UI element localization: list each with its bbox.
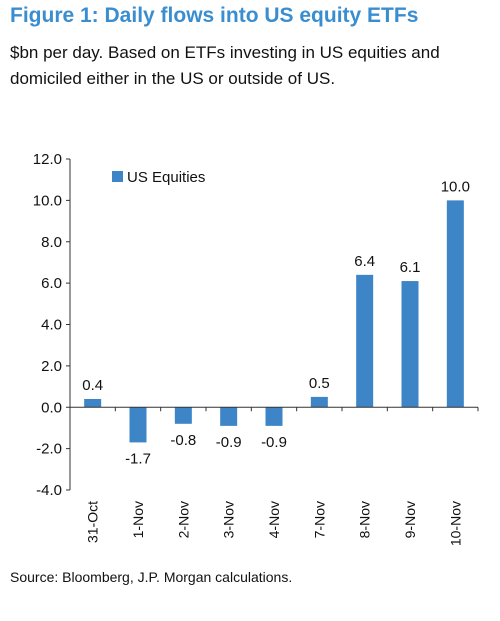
x-tick-label: 1-Nov <box>130 501 146 538</box>
y-tick-label: 2.0 <box>41 358 62 375</box>
bar <box>174 407 192 424</box>
data-label: -0.9 <box>216 434 242 451</box>
x-tick-label: 2-Nov <box>175 501 191 538</box>
y-tick-label: 8.0 <box>41 234 62 251</box>
legend: US Equities <box>112 169 205 186</box>
bars <box>84 200 464 443</box>
bar <box>265 407 283 426</box>
bar-chart: 12.0 10.0 8.0 6.0 4.0 2.0 0.0 -2.0 -4.0 0.4 -1.7 -… <box>33 151 479 546</box>
x-tick-label: 4-Nov <box>266 501 282 538</box>
bar <box>220 407 238 426</box>
bar <box>446 200 464 408</box>
source-note: Source: Bloomberg, J.P. Morgan calculati… <box>10 569 293 585</box>
data-label: -0.8 <box>170 432 196 449</box>
figure-subtitle: $bn per day. Based on ETFs investing in … <box>10 43 440 88</box>
x-tick-label: 8-Nov <box>357 501 373 538</box>
y-tick-label: 10.0 <box>33 192 62 209</box>
y-tick-label: 12.0 <box>33 151 62 168</box>
y-tick-label: -2.0 <box>36 441 62 458</box>
legend-label: US Equities <box>127 169 205 186</box>
data-label: -1.7 <box>125 450 151 467</box>
bar <box>356 274 374 408</box>
data-label: 0.4 <box>82 377 103 394</box>
y-axis: 12.0 10.0 8.0 6.0 4.0 2.0 0.0 -2.0 -4.0 <box>33 151 71 499</box>
bar <box>401 281 419 408</box>
x-tick-label: 10-Nov <box>447 501 463 546</box>
data-label: 6.1 <box>400 259 421 276</box>
bar <box>129 407 147 443</box>
x-tick-label: 3-Nov <box>221 501 237 538</box>
x-tick-label: 9-Nov <box>402 501 418 538</box>
bar <box>84 398 102 408</box>
y-tick-label: 0.0 <box>41 399 62 416</box>
bar <box>310 396 328 408</box>
x-tick-label: 7-Nov <box>311 501 327 538</box>
data-label: -0.9 <box>261 434 287 451</box>
y-tick-label: -4.0 <box>36 482 62 499</box>
data-label: 0.5 <box>309 375 330 392</box>
x-tick-label: 31-Oct <box>85 501 101 543</box>
data-label: 6.4 <box>354 253 375 270</box>
y-tick-label: 4.0 <box>41 317 62 334</box>
y-tick-label: 6.0 <box>41 275 62 292</box>
data-label: 10.0 <box>441 178 470 195</box>
legend-swatch <box>112 171 123 182</box>
figure-title: Figure 1: Daily flows into US equity ETF… <box>10 4 419 27</box>
x-axis: 31-Oct 1-Nov 2-Nov 3-Nov 4-Nov 7-Nov 8-Nov 9-No… <box>70 406 479 546</box>
data-labels: 0.4 -1.7 -0.8 -0.9 -0.9 0.5 6.4 6.1 10.0 <box>82 178 470 467</box>
